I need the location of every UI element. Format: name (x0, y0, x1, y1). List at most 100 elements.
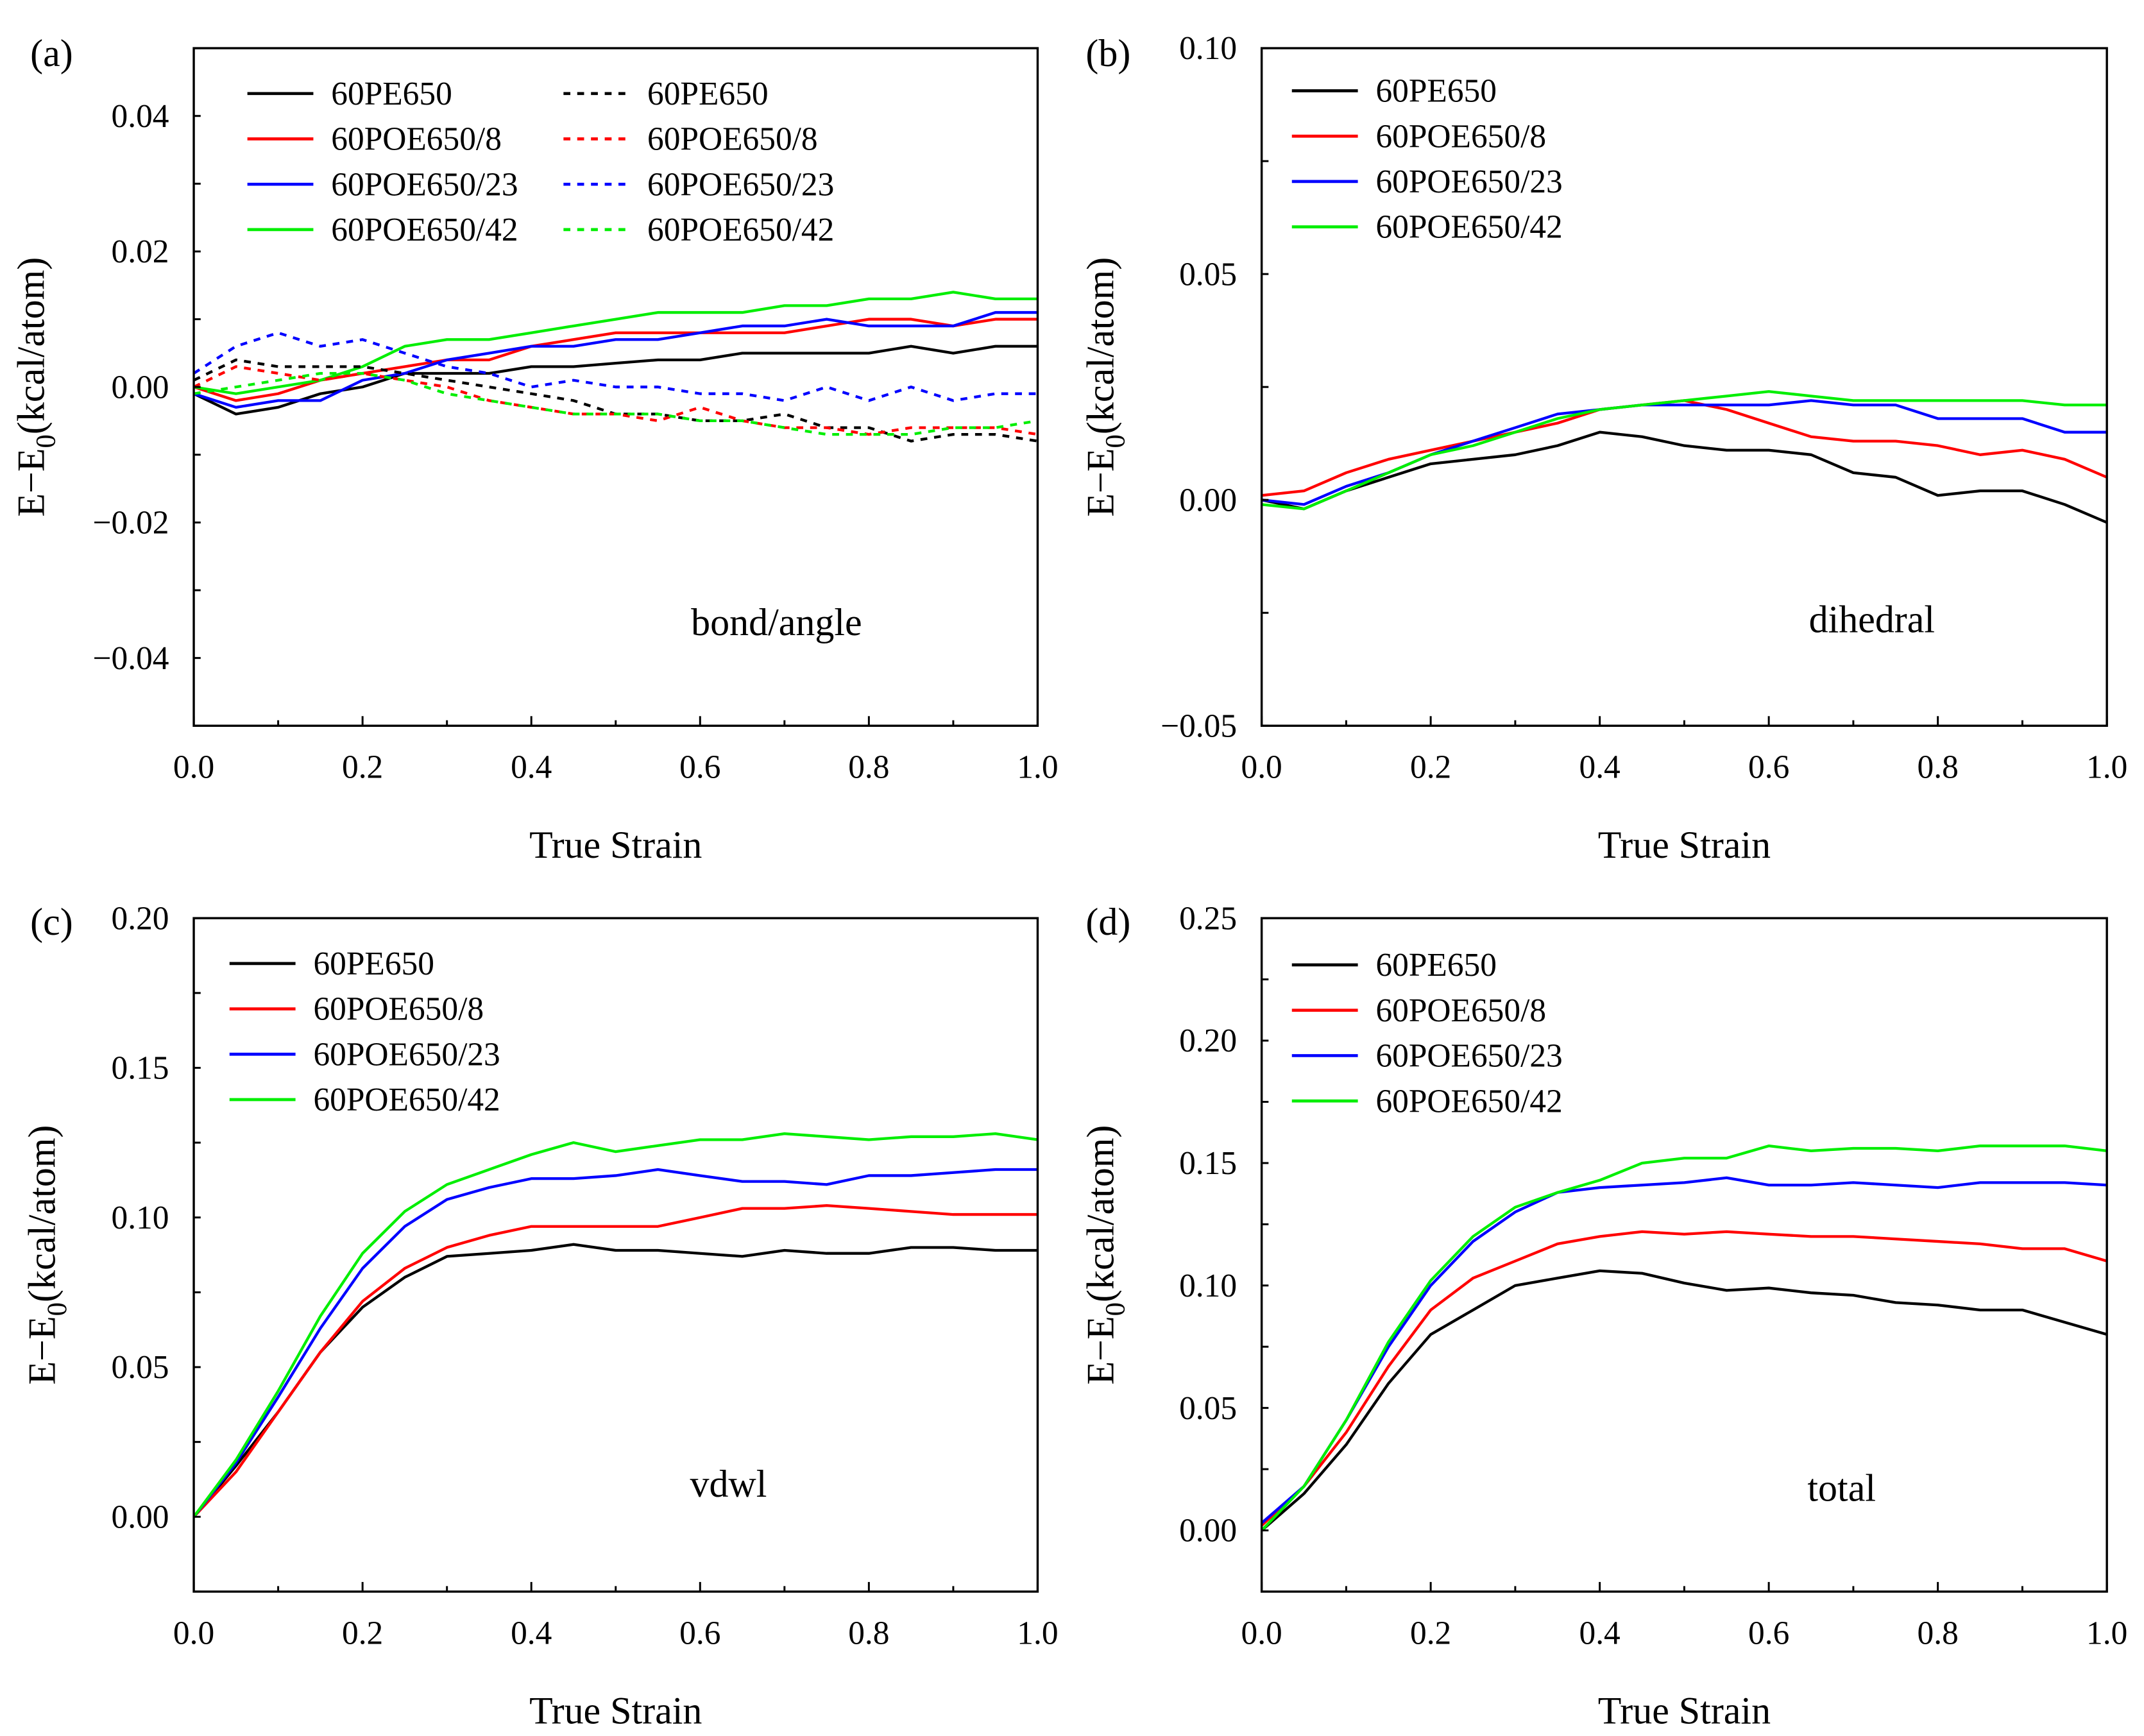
y-tick-label: 0.20 (1179, 1023, 1237, 1059)
x-tick-label: 0.2 (342, 1615, 383, 1651)
x-tick-label: 0.2 (1410, 749, 1451, 786)
y-tick-label: 0.00 (1179, 1513, 1237, 1549)
y-tick-label: 0.04 (112, 98, 169, 135)
x-tick-label: 0.0 (173, 1615, 214, 1651)
y-axis-title-unit: (kcal/atom) (1079, 1125, 1121, 1302)
series-line-60POE650-42-dashed (193, 371, 1038, 436)
x-axis-title: True Strain (529, 1690, 702, 1732)
y-axis-title-unit: (kcal/atom) (10, 257, 53, 434)
x-axis-title: True Strain (1598, 1690, 1771, 1732)
panel-b: 0.0 0.2 0.4 0.6 0.8 1.0 0.10 0.05 0.00 −0.05 True … (1079, 30, 2127, 866)
series-line-60PE650 (1261, 1269, 2107, 1532)
legend-label: 60PE650 (313, 946, 434, 982)
series-line-60PE650 (192, 1243, 1038, 1518)
x-tick-label: 0.0 (173, 749, 214, 786)
y-tick-label: −0.02 (93, 505, 169, 541)
y-axis-title-subscript: 0 (42, 1302, 72, 1316)
legend-label: 60POE650/42 (1375, 1083, 1562, 1119)
legend-label: 60POE650/8 (647, 121, 818, 158)
legend-label: 60POE650/23 (331, 166, 518, 203)
legend: 60PE650 60POE650/8 60POE650/23 60POE650/42 6… (247, 76, 834, 248)
panel-label: (a) (30, 32, 73, 74)
x-tick-label: 0.6 (679, 1615, 720, 1651)
legend-label: 60POE650/23 (1375, 164, 1562, 200)
series-line-60POE650-23 (193, 311, 1038, 409)
panel-annotation: bond/angle (691, 601, 862, 643)
legend-label: 60POE650/42 (331, 212, 518, 248)
series-line-60POE650-42 (192, 1132, 1038, 1518)
legend-label: 60POE650/42 (313, 1082, 500, 1118)
y-tick-label: −0.04 (93, 640, 169, 677)
x-tick-label: 0.4 (1579, 749, 1621, 786)
y-axis-title-unit: (kcal/atom) (21, 1125, 64, 1302)
x-tick-label: 0.8 (848, 1615, 889, 1651)
y-axis-title: E−E0(kcal/atom) (1079, 257, 1130, 517)
y-tick-label: 0.05 (1179, 1390, 1237, 1427)
y-axis-title: E−E0(kcal/atom) (10, 257, 62, 517)
x-tick-label: 0.2 (1410, 1615, 1451, 1651)
x-axis-title: True Strain (1598, 824, 1771, 866)
y-axis-title-unit: (kcal/atom) (1079, 257, 1121, 434)
y-tick-label: 0.00 (112, 369, 169, 405)
x-tick-label: 0.6 (679, 749, 720, 786)
panel-c: 0.0 0.2 0.4 0.6 0.8 1.0 0.20 0.15 0.10 0.05 0.00 Tr… (21, 900, 1059, 1732)
y-tick-label: 0.15 (112, 1050, 169, 1087)
y-tick-label: 0.20 (112, 900, 169, 937)
legend-label: 60PE650 (1375, 947, 1497, 983)
series-line-60PE650 (1261, 430, 2107, 524)
series-line-60PE650 (193, 345, 1038, 416)
y-tick-label: 0.05 (112, 1349, 169, 1386)
series-line-60POE650-42 (1261, 390, 2107, 511)
x-tick-label: 0.4 (511, 1615, 552, 1651)
y-axis-title-main: E−E (1079, 1316, 1121, 1384)
legend-label: 60PE650 (647, 76, 769, 112)
x-tick-label: 0.0 (1241, 749, 1282, 786)
legend: 60PE650 60POE650/8 60POE650/23 60POE650/42 (1291, 73, 1563, 246)
x-tick-label: 1.0 (2086, 1615, 2127, 1651)
series-line-60POE650-8 (192, 1204, 1038, 1518)
y-tick-label: 0.10 (1179, 30, 1237, 67)
y-tick-label: 0.00 (112, 1499, 169, 1535)
x-tick-label: 0.0 (1241, 1615, 1282, 1651)
series-line-60POE650-8 (193, 318, 1038, 402)
y-tick-label: 0.02 (112, 234, 169, 270)
y-tick-label: 0.10 (1179, 1268, 1237, 1304)
legend-label: 60POE650/8 (1375, 118, 1546, 155)
y-axis-title-subscript: 0 (1100, 434, 1130, 448)
legend-label: 60POE650/42 (647, 212, 834, 248)
legend-label: 60PE650 (331, 76, 452, 112)
y-tick-label: 0.15 (1179, 1145, 1237, 1182)
series-line-60POE650-42 (1261, 1145, 2107, 1532)
panel-label: (d) (1085, 901, 1130, 943)
x-tick-label: 0.6 (1748, 1615, 1789, 1651)
x-tick-label: 0.8 (1918, 749, 1959, 786)
legend: 60PE650 60POE650/8 60POE650/23 60POE650/42 (229, 946, 500, 1118)
legend-label: 60POE650/8 (331, 121, 502, 158)
y-axis-title: E−E0(kcal/atom) (1079, 1125, 1130, 1385)
y-axis-title: E−E0(kcal/atom) (21, 1125, 72, 1385)
panel-annotation: dihedral (1809, 599, 1935, 641)
series-line-60POE650-23 (1261, 399, 2107, 506)
y-axis-title-main: E−E (1079, 448, 1121, 517)
y-tick-label: −0.05 (1161, 708, 1237, 744)
legend-label: 60POE650/8 (1375, 992, 1546, 1029)
x-tick-label: 0.8 (848, 749, 889, 786)
series-line-60POE650-23 (1261, 1176, 2107, 1524)
legend-label: 60PE650 (1375, 73, 1497, 110)
legend-label: 60POE650/23 (647, 166, 834, 203)
legend-label: 60POE650/42 (1375, 209, 1562, 246)
series-line-60POE650-23-dashed (192, 331, 1038, 402)
panel-annotation: total (1807, 1467, 1876, 1510)
x-tick-label: 1.0 (1017, 1615, 1058, 1651)
y-tick-label: 0.10 (112, 1200, 169, 1236)
panel-annotation: vdwl (690, 1463, 767, 1505)
panel-a: 0.0 0.2 0.4 0.6 0.8 1.0 0.04 0.02 0.00 −0.02 −0.04… (10, 32, 1059, 866)
series-line-60POE650-42 (193, 291, 1038, 395)
series-line-60POE650-8 (1261, 399, 2107, 497)
y-axis-title-main: E−E (21, 1316, 64, 1384)
legend: 60PE650 60POE650/8 60POE650/23 60POE650/42 (1291, 947, 1563, 1119)
legend-label: 60POE650/23 (1375, 1038, 1562, 1075)
y-tick-label: 0.05 (1179, 256, 1237, 293)
x-tick-label: 0.4 (511, 749, 552, 786)
